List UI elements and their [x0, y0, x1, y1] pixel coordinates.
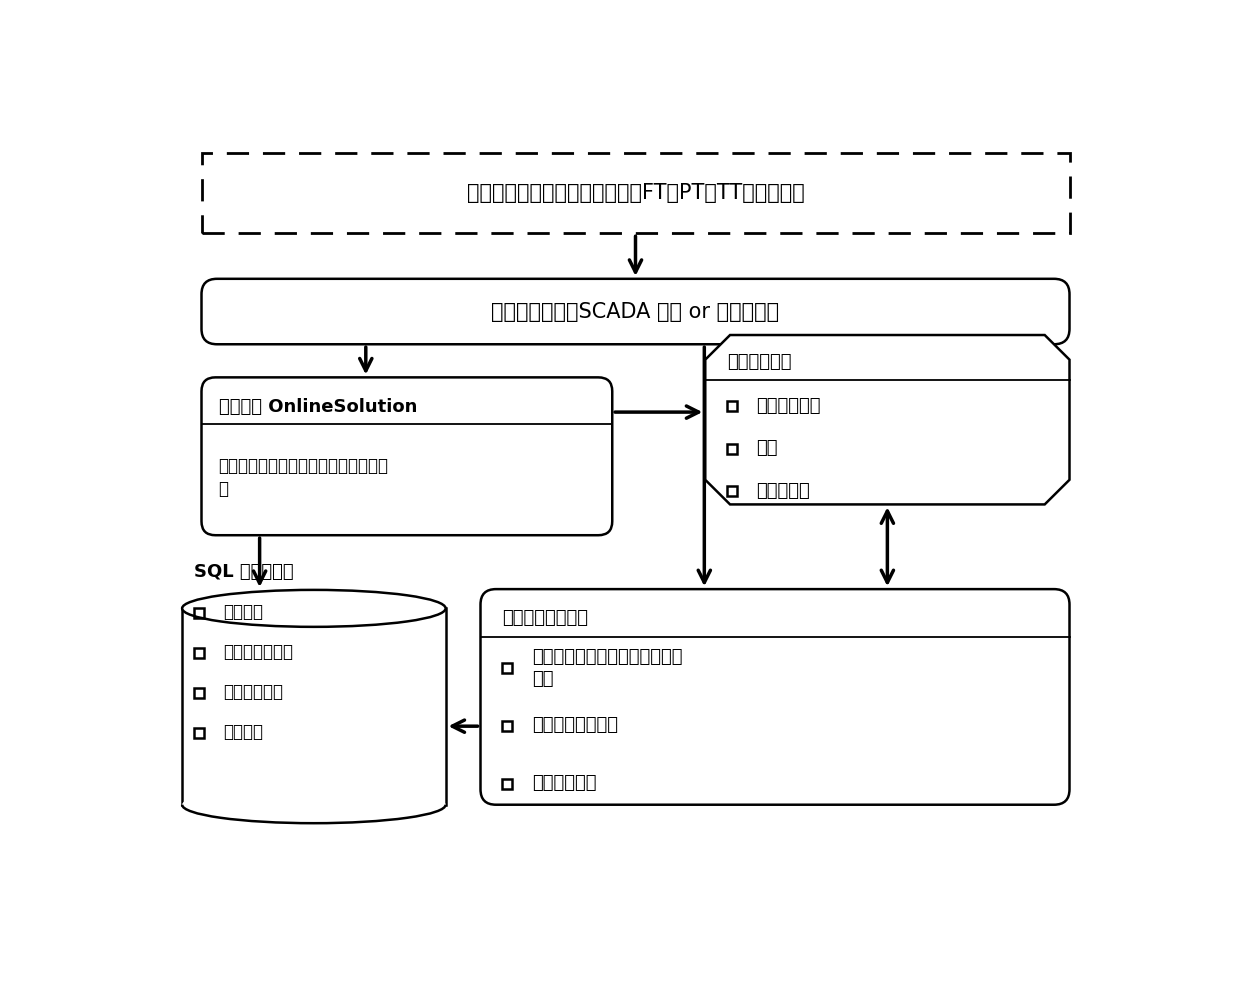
Text: 压力异常报警: 压力异常报警 — [532, 774, 596, 792]
Text: 数据接口 OnlineSolution: 数据接口 OnlineSolution — [218, 397, 417, 415]
Text: 在线仿真模型: 在线仿真模型 — [727, 353, 791, 371]
Ellipse shape — [182, 786, 445, 824]
Text: 管道沿线实时压力、流量、温度
分布: 管道沿线实时压力、流量、温度 分布 — [532, 647, 682, 687]
FancyBboxPatch shape — [201, 279, 1069, 345]
FancyBboxPatch shape — [481, 589, 1069, 804]
PathPatch shape — [706, 335, 1069, 504]
Ellipse shape — [182, 590, 445, 627]
Polygon shape — [182, 609, 445, 804]
Text: 报警、操作记录: 报警、操作记录 — [223, 643, 293, 661]
Text: 管道系统在线仿真: 管道系统在线仿真 — [502, 610, 588, 627]
Text: 详细流动信息: 详细流动信息 — [223, 683, 283, 702]
Text: 实时运行数据：SCADA 系统 or 实时数据库: 实时运行数据：SCADA 系统 or 实时数据库 — [491, 301, 780, 322]
Text: 实时数据: 实时数据 — [223, 603, 263, 621]
Text: 模型自适应: 模型自适应 — [756, 482, 810, 500]
FancyBboxPatch shape — [201, 377, 613, 535]
Text: 实时数据效验、组织、滤波、管理和发
布: 实时数据效验、组织、滤波、管理和发 布 — [218, 457, 388, 498]
Text: 标定: 标定 — [756, 439, 777, 458]
Text: 管道运行状态快照: 管道运行状态快照 — [532, 717, 618, 735]
Text: SQL 历史数据库: SQL 历史数据库 — [193, 562, 294, 581]
Text: 系统结构工艺: 系统结构工艺 — [756, 397, 821, 415]
Text: 管道系统现场设备及运行数据（FT，PT，TT，状态等）: 管道系统现场设备及运行数据（FT，PT，TT，状态等） — [466, 183, 805, 203]
Text: 压力分布: 压力分布 — [223, 724, 263, 741]
